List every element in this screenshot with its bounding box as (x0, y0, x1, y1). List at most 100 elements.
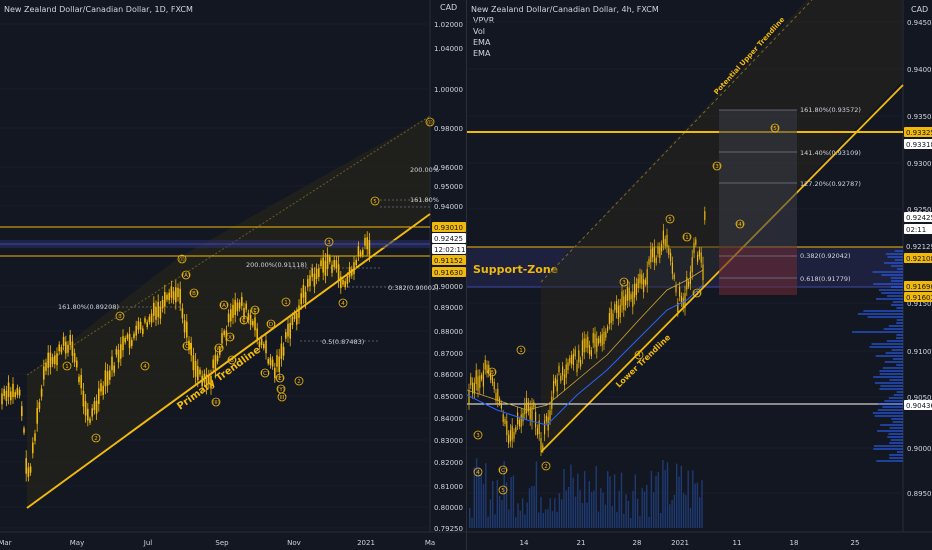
candle-body (199, 369, 201, 375)
candle-body (164, 291, 166, 307)
price-badge-text: 0.91603 (906, 294, 932, 302)
candle-body (509, 429, 511, 442)
volume-bar (655, 475, 657, 528)
candle-body (346, 276, 349, 284)
wave-marker (62, 361, 72, 371)
volume-profile-bar (887, 436, 903, 438)
candle-body (267, 359, 269, 364)
time-tick-label: 2021 (671, 539, 689, 547)
wave-marker (115, 311, 125, 321)
daily-chart-canvas[interactable]: 1.02000 1.00000 0.98000 0.96000 0.95000 0.940… (0, 0, 466, 550)
volume-bar (586, 502, 588, 528)
volume-profile-bar (873, 445, 903, 447)
volume-profile-bar (857, 313, 903, 315)
candle-body (260, 338, 263, 346)
price-tick-label: 0.89000 (434, 304, 463, 312)
wave-label: (C) (499, 468, 507, 474)
h4-chart-canvas[interactable]: 0.945000.940000.935000.930000.925000.920… (467, 0, 932, 550)
volume-profile-bar (879, 388, 903, 390)
volume-profile-bar (896, 307, 903, 309)
daily-chart-pane[interactable]: New Zealand Dollar/Canadian Dollar, 1D, … (0, 0, 466, 550)
price-badge (432, 255, 466, 265)
indicator-vol[interactable]: Vol (473, 27, 485, 36)
support-zone-label: Support-Zone (473, 263, 558, 276)
candle-body (1, 393, 3, 405)
volume-bar (611, 505, 613, 528)
wave-label: 4 (143, 364, 147, 370)
volume-bar (682, 493, 685, 528)
h4-chart-pane[interactable]: New Zealand Dollar/Canadian Dollar, 4h, … (466, 0, 932, 550)
candle-body (688, 281, 690, 287)
price-tick-label: 0.85000 (434, 393, 463, 401)
wave-label: (E) (251, 308, 259, 314)
candle-body (230, 309, 232, 322)
wave-label: (A) (220, 303, 228, 309)
wave-label: (II) (212, 400, 220, 406)
candle-body (585, 338, 587, 348)
candle-body (518, 419, 520, 427)
wave-label: 3 (327, 240, 331, 246)
candle-body (10, 391, 12, 401)
volume-bar (632, 490, 634, 528)
candle-body (29, 466, 32, 473)
candle-body (697, 254, 699, 262)
candle-body (318, 268, 320, 278)
volume-bar (646, 485, 648, 528)
wave-label: (C) (261, 371, 269, 377)
volume-profile-bar (890, 286, 903, 288)
candle-body (243, 308, 245, 319)
price-badge (904, 212, 932, 222)
volume-profile-bar (891, 418, 903, 420)
candle-body (227, 313, 230, 323)
candle-body (238, 302, 241, 309)
candle-body (364, 237, 366, 246)
volume-bar (593, 490, 595, 528)
price-badge-text: 0.92129 (906, 243, 932, 251)
candle-body (479, 375, 481, 388)
wave-label: (I) (179, 257, 185, 263)
volume-profile-bar (873, 376, 903, 378)
candle-body (493, 381, 495, 390)
wave-marker (541, 461, 551, 471)
indicator-vpvr[interactable]: VPVR (473, 16, 495, 25)
indicator-ema-2[interactable]: EMA (473, 49, 491, 58)
volume-bar (471, 517, 473, 528)
volume-profile-bar (884, 361, 903, 363)
volume-profile-bar (885, 253, 903, 255)
volume-bar (620, 472, 623, 528)
volume-bar (618, 490, 620, 528)
candle-body (47, 352, 49, 368)
candle-body (668, 248, 670, 255)
indicator-ema-1[interactable]: EMA (473, 38, 491, 47)
volume-profile-bar (881, 274, 903, 276)
candle-body (644, 279, 646, 285)
candle-body (477, 376, 479, 391)
wave-label: (1) (683, 235, 691, 241)
volume-profile-bar (890, 439, 903, 441)
candle-body (7, 382, 10, 398)
volume-bar (678, 476, 680, 528)
candle-body (691, 257, 693, 273)
candle-body (263, 343, 265, 349)
candle-body (32, 442, 34, 454)
candle-body (102, 385, 104, 396)
wave-marker (665, 214, 675, 224)
candle-body (65, 341, 67, 354)
candle-body (38, 402, 41, 409)
candle-body (183, 320, 186, 333)
wave-marker (712, 161, 722, 171)
candle-body (565, 364, 567, 378)
price-tick-label: 1.04000 (434, 45, 463, 53)
price-badge (432, 222, 466, 232)
candle-body (598, 338, 600, 344)
volume-profile-bar (884, 400, 903, 402)
wave-marker (498, 485, 508, 495)
fib200-mid-label: 200.00%(0.91118) (246, 261, 307, 269)
candle-body (495, 392, 497, 401)
wave-marker (260, 368, 270, 378)
time-tick-label: Sep (215, 539, 229, 547)
candle-body (56, 353, 58, 366)
price-badge-text: 0.90436 (906, 402, 932, 410)
candle-body (362, 249, 364, 256)
price-tick-label: 0.87000 (434, 350, 463, 358)
